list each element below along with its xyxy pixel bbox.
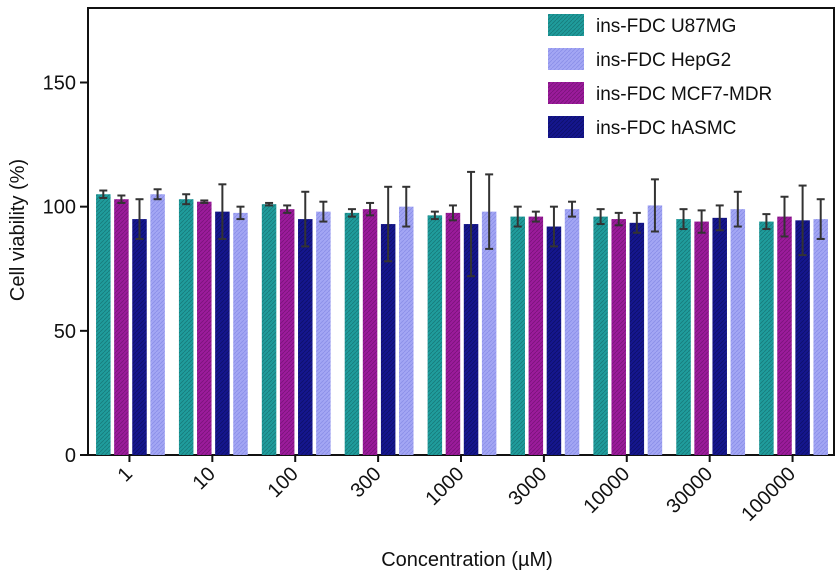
bar (647, 205, 663, 455)
bar (261, 204, 277, 455)
legend-swatch (548, 116, 584, 138)
y-tick-label: 50 (54, 321, 76, 343)
bar (298, 219, 313, 455)
legend: ins-FDC U87MG ins-FDC HepG2 ins-FDC MCF7-M… (548, 14, 772, 139)
x-axis-title: Concentration (µM) (381, 549, 553, 571)
bar (813, 219, 828, 455)
bar (795, 220, 810, 455)
bar (316, 211, 331, 455)
bar (132, 219, 147, 455)
bar (593, 216, 608, 455)
x-tick-label: 30000 (662, 463, 717, 518)
bar (611, 219, 626, 455)
bar (510, 216, 525, 455)
bar (676, 219, 691, 455)
legend-label: ins-FDC hASMC (596, 118, 736, 139)
bar (96, 194, 111, 455)
x-tick-label: 100000 (737, 463, 800, 526)
legend-swatch (548, 48, 584, 70)
y-tick-label: 100 (43, 197, 76, 219)
bar (445, 212, 461, 455)
bar (215, 211, 230, 455)
bar (759, 221, 774, 455)
x-tick-label: 10000 (579, 463, 634, 518)
bar (178, 199, 194, 455)
bar (463, 224, 479, 455)
legend-label: ins-FDC MCF7-MDR (596, 84, 772, 105)
bar (629, 222, 645, 455)
plot-area: 0 50 100 150 1 10 100 300 1000 3000 10000 30000 1000… (43, 7, 835, 526)
bar (481, 211, 497, 455)
bar (380, 224, 396, 455)
bar (730, 209, 746, 455)
x-tick-label: 10 (189, 463, 220, 494)
x-tick-label: 300 (346, 463, 385, 502)
legend-label: ins-FDC HepG2 (596, 50, 731, 71)
legend-swatch (548, 14, 584, 36)
bar (150, 194, 165, 455)
bar (233, 212, 248, 455)
bar (399, 206, 414, 455)
legend-swatch (548, 82, 584, 104)
bar (344, 212, 360, 455)
y-tick-label: 150 (43, 73, 76, 95)
bar (362, 209, 378, 455)
bar (777, 216, 792, 455)
bar (279, 209, 295, 455)
bar (114, 199, 129, 455)
bar (694, 221, 709, 455)
bar (712, 217, 727, 455)
bar (427, 215, 443, 455)
y-tick-label: 0 (65, 445, 76, 467)
bar (546, 226, 562, 455)
bar (197, 201, 212, 455)
x-tick-label: 3000 (504, 463, 551, 510)
legend-label: ins-FDC U87MG (596, 16, 736, 37)
x-tick-label: 1 (114, 463, 137, 486)
x-tick-label: 100 (264, 463, 303, 502)
bar (528, 216, 544, 455)
bar (564, 209, 580, 455)
x-tick-label: 1000 (422, 463, 469, 510)
y-axis-title: Cell viability (%) (7, 159, 29, 301)
